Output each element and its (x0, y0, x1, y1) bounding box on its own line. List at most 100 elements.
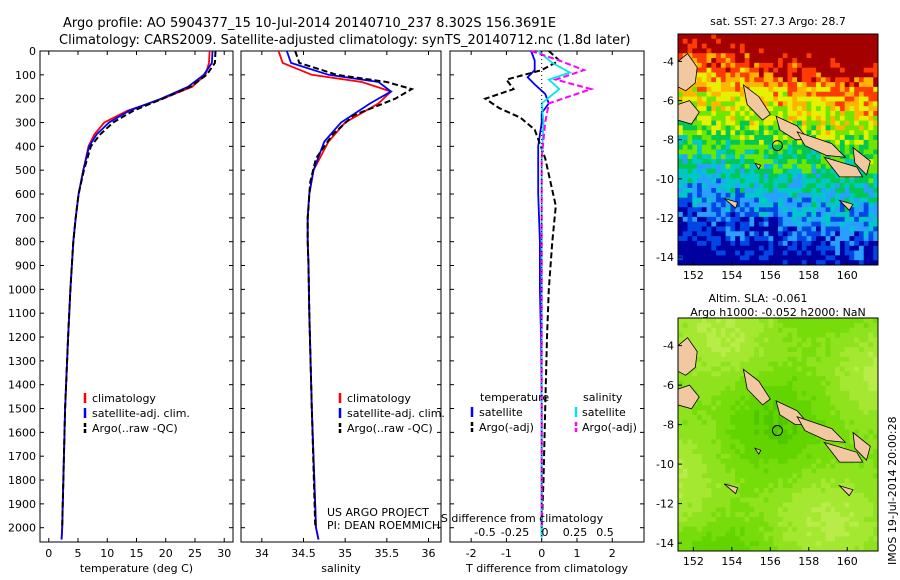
sst-map-cell (839, 43, 846, 49)
sst-map-cell (830, 221, 836, 227)
sst-map-cell (778, 144, 784, 150)
sla-map-cell (716, 371, 722, 377)
sst-map-cell (816, 125, 822, 131)
sst-map-cell (820, 72, 827, 78)
sst-map-cell (811, 231, 817, 237)
sst-map-cell (830, 250, 836, 256)
sla-map-cell (682, 483, 688, 489)
sla-map-cell (787, 337, 793, 343)
sst-map-cell (768, 159, 774, 165)
sla-map-cell (763, 473, 769, 479)
sst-map-cell (863, 260, 869, 266)
sla-map-cell (844, 381, 850, 387)
sst-map-cell (858, 135, 865, 141)
sst-map-cell (697, 58, 703, 64)
sla-map-cell (816, 502, 822, 508)
sla-map-cell (697, 405, 703, 411)
sst-map-cell (735, 192, 741, 199)
sst-map-cell (801, 245, 807, 251)
sst-map-cell (806, 43, 812, 49)
sst-map-cell (849, 53, 855, 59)
sst-map-cell (773, 197, 779, 203)
sst-map-cell (716, 58, 722, 64)
sla-map-cell (858, 390, 865, 397)
sla-map-cell (835, 419, 841, 426)
sst-map-cell (720, 144, 727, 150)
sst-map-cell (839, 202, 846, 208)
sla-map-cell (701, 463, 707, 469)
sst-map-cell (739, 111, 746, 117)
sla-map-cell (839, 327, 846, 333)
sst-map-cell (768, 53, 774, 59)
sla-map-cell (739, 347, 746, 353)
sla-map-cell (749, 478, 755, 484)
sst-map-cell (744, 38, 750, 45)
sla-map-cell (758, 463, 765, 469)
sst-map-cell (768, 149, 774, 155)
sla-map-cell (835, 536, 841, 542)
sst-map-cell (739, 202, 746, 208)
sla-map-cell (816, 410, 822, 416)
sst-map-cell (816, 183, 822, 189)
sla-map-cell (792, 463, 798, 469)
sla-map-cell (868, 439, 874, 445)
sst-map-cell (687, 221, 693, 227)
sst-map-cell (820, 86, 827, 93)
sst-map-cell (735, 106, 741, 112)
sst-map-cell (763, 226, 769, 232)
sla-map-cell (844, 502, 850, 508)
sst-map-cell (716, 202, 722, 208)
sst-map-cell (849, 125, 855, 131)
sla-map-cell (868, 444, 874, 450)
sla-map-cell (868, 410, 874, 416)
sla-map-cell (725, 502, 731, 508)
sst-map-cell (782, 226, 788, 232)
sst-map-cell (720, 236, 727, 242)
sla-map-cell (849, 444, 855, 450)
sst-map-cell (797, 236, 803, 242)
sla-map-cell (744, 429, 750, 435)
sst-map-cell (863, 250, 869, 256)
temperature-xtick-label: 20 (159, 547, 173, 560)
sla-map-cell (778, 429, 784, 435)
sla-map-cell (758, 497, 765, 503)
sla-map-cell (868, 463, 874, 469)
sla-map-cell (701, 415, 707, 421)
sla-map-cell (787, 463, 793, 469)
sst-map-cell (706, 144, 712, 150)
sla-map-cell (801, 521, 807, 528)
sla-map-cell (687, 449, 693, 455)
sla-map-cell (782, 322, 788, 329)
temperature-xtick-label: 15 (130, 547, 144, 560)
sla-map-cell (849, 512, 855, 518)
sla-map-cell (701, 405, 707, 411)
sst-map-cell (706, 111, 712, 117)
sla-map-cell (858, 342, 865, 348)
sst-map-cell (730, 91, 736, 97)
sst-map-cell (706, 58, 712, 64)
sla-map-cell (763, 478, 769, 484)
sla-map-cell (701, 424, 707, 431)
sst-map-cell (758, 183, 765, 189)
sla-map-cell (720, 468, 727, 474)
sla-map-cell (830, 546, 836, 552)
sst-map-cell (801, 188, 807, 194)
sla-map-cell (739, 337, 746, 343)
sst-map-cell (854, 111, 860, 117)
sla-map-cell (854, 410, 860, 416)
sla-map-cell (735, 385, 741, 392)
sla-map-cell (678, 424, 684, 431)
sla-map-cell (849, 390, 855, 397)
sla-map-cell (806, 439, 812, 445)
sla-map-cell (716, 322, 722, 329)
sst-map-cell (725, 207, 731, 213)
sst-map-cell (873, 111, 879, 117)
sst-map-cell (768, 144, 774, 150)
sla-map-cell (844, 429, 850, 435)
sla-map-cell (825, 468, 831, 474)
sst-map-cell (711, 149, 717, 155)
sst-map-cell (711, 231, 717, 237)
temperature-ytick-label: 800 (15, 236, 36, 249)
sst-map-cell (687, 144, 693, 150)
sst-map-cell (711, 260, 717, 266)
